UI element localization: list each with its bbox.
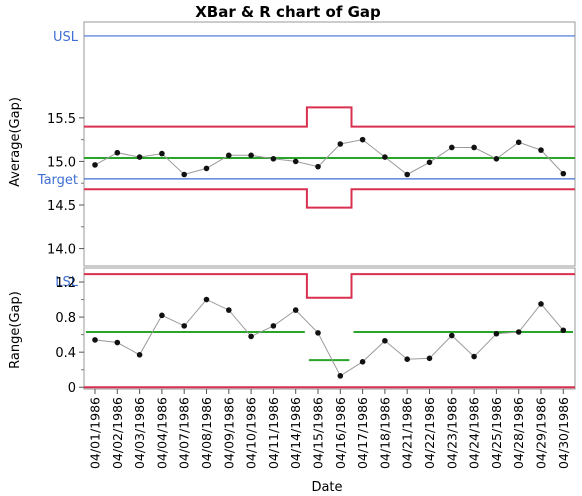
range-y-tick-label: 0	[68, 381, 76, 396]
range-point	[404, 356, 411, 362]
xbar-lcl-line	[84, 188, 575, 209]
xbar-y-tick-label: 15.0	[47, 155, 76, 170]
range-point	[136, 352, 143, 358]
x-tick-label: 04/15/1986	[311, 397, 326, 469]
xbar-point	[114, 149, 121, 156]
range-point	[471, 353, 477, 360]
x-tick-label: 04/24/1986	[467, 397, 482, 469]
x-tick-label: 04/23/1986	[444, 397, 459, 469]
xbar-point	[382, 154, 388, 160]
range-point	[292, 307, 299, 313]
x-tick-label: 04/09/1986	[221, 397, 236, 469]
xbar-y-tick-label: 14.0	[47, 243, 76, 258]
xbar-point	[471, 144, 477, 151]
xbar-point	[493, 156, 500, 162]
range-point	[203, 296, 210, 303]
xbar-point	[92, 162, 98, 168]
range-point	[449, 332, 455, 339]
xbar-point	[292, 158, 299, 165]
x-tick-label: 04/03/1986	[132, 397, 147, 469]
xbar-point	[515, 139, 522, 146]
x-tick-label: 04/25/1986	[489, 397, 504, 469]
x-tick-label: 04/14/1986	[288, 397, 303, 469]
range-point	[181, 323, 187, 329]
x-tick-label: 04/29/1986	[534, 397, 549, 469]
xbar-point	[560, 170, 567, 177]
xbar-point	[159, 150, 165, 157]
spec-limit-label-target: Target	[37, 173, 78, 188]
x-tick-label: 04/21/1986	[400, 397, 415, 469]
xbar-point	[226, 152, 232, 159]
x-tick-label: 04/17/1986	[355, 397, 370, 469]
x-tick-label: 04/18/1986	[377, 397, 392, 469]
range-ucl-line	[84, 273, 575, 299]
xbar-plot-frame	[83, 21, 576, 267]
xbar-point	[181, 171, 187, 178]
xbar-point	[315, 163, 321, 170]
xbar-point	[404, 171, 411, 178]
xbar-point	[270, 156, 277, 162]
x-tick-label: 04/16/1986	[333, 397, 348, 469]
x-tick-label: 04/01/1986	[88, 397, 103, 469]
x-axis-label: Date	[311, 480, 342, 495]
range-point	[159, 312, 165, 319]
xbar-panel: 14.0 14.5 15.0 15.5 USL Target LSL	[37, 21, 576, 290]
xbar-point	[359, 136, 366, 143]
range-panel: 0 0.4 0.8 1.2	[55, 267, 576, 396]
xbar-point	[449, 144, 455, 151]
x-tick-label: 04/04/1986	[154, 397, 169, 469]
range-point	[315, 330, 321, 336]
xbar-point	[337, 141, 344, 147]
range-y-tick-label: 1.2	[55, 276, 76, 291]
range-point	[382, 337, 388, 344]
range-point	[270, 323, 277, 329]
range-point	[248, 333, 254, 340]
range-point	[493, 330, 500, 337]
x-tick-label: 04/07/1986	[177, 397, 192, 469]
range-point	[538, 301, 544, 307]
x-tick-label: 04/10/1986	[244, 397, 259, 469]
xbar-point	[538, 147, 544, 153]
range-point	[92, 337, 98, 343]
xbar-point	[248, 152, 254, 159]
range-point	[426, 355, 433, 362]
range-point	[114, 339, 121, 346]
xbar-y-tick-label: 15.5	[47, 112, 76, 127]
x-tick-label: 04/28/1986	[511, 397, 526, 469]
x-tick-label: 04/22/1986	[422, 397, 437, 469]
chart-title: XBar & R chart of Gap	[195, 3, 381, 21]
xbar-y-tick-label: 14.5	[47, 199, 76, 214]
xbar-y-axis-label: Average(Gap)	[8, 97, 23, 187]
range-point	[560, 327, 567, 334]
x-tick-label: 04/30/1986	[556, 397, 571, 469]
x-tick-label: 04/11/1986	[266, 397, 281, 469]
x-tick-label: 04/02/1986	[110, 397, 125, 469]
spec-limit-label-usl: USL	[53, 30, 79, 45]
xbar-point	[426, 159, 433, 166]
xbar-ucl-line	[84, 106, 575, 128]
range-point	[359, 359, 366, 365]
range-point	[226, 307, 232, 313]
xbar-series-line	[94, 139, 564, 176]
range-series-line	[94, 298, 564, 377]
range-y-axis-label: Range(Gap)	[8, 291, 23, 369]
x-tick-label: 04/08/1986	[199, 397, 214, 469]
xbar-point	[136, 154, 143, 160]
spec-limit-label-lsl: LSL	[55, 275, 78, 290]
range-y-tick-label: 0.8	[55, 311, 76, 326]
x-axis: 04/01/1986 04/02/1986 04/03/1986 04/04/1986…	[88, 389, 571, 469]
range-plot-frame	[83, 267, 576, 390]
range-y-tick-label: 0.4	[55, 346, 76, 361]
range-point	[337, 373, 344, 379]
xbar-point	[203, 165, 210, 172]
range-point	[515, 329, 522, 335]
